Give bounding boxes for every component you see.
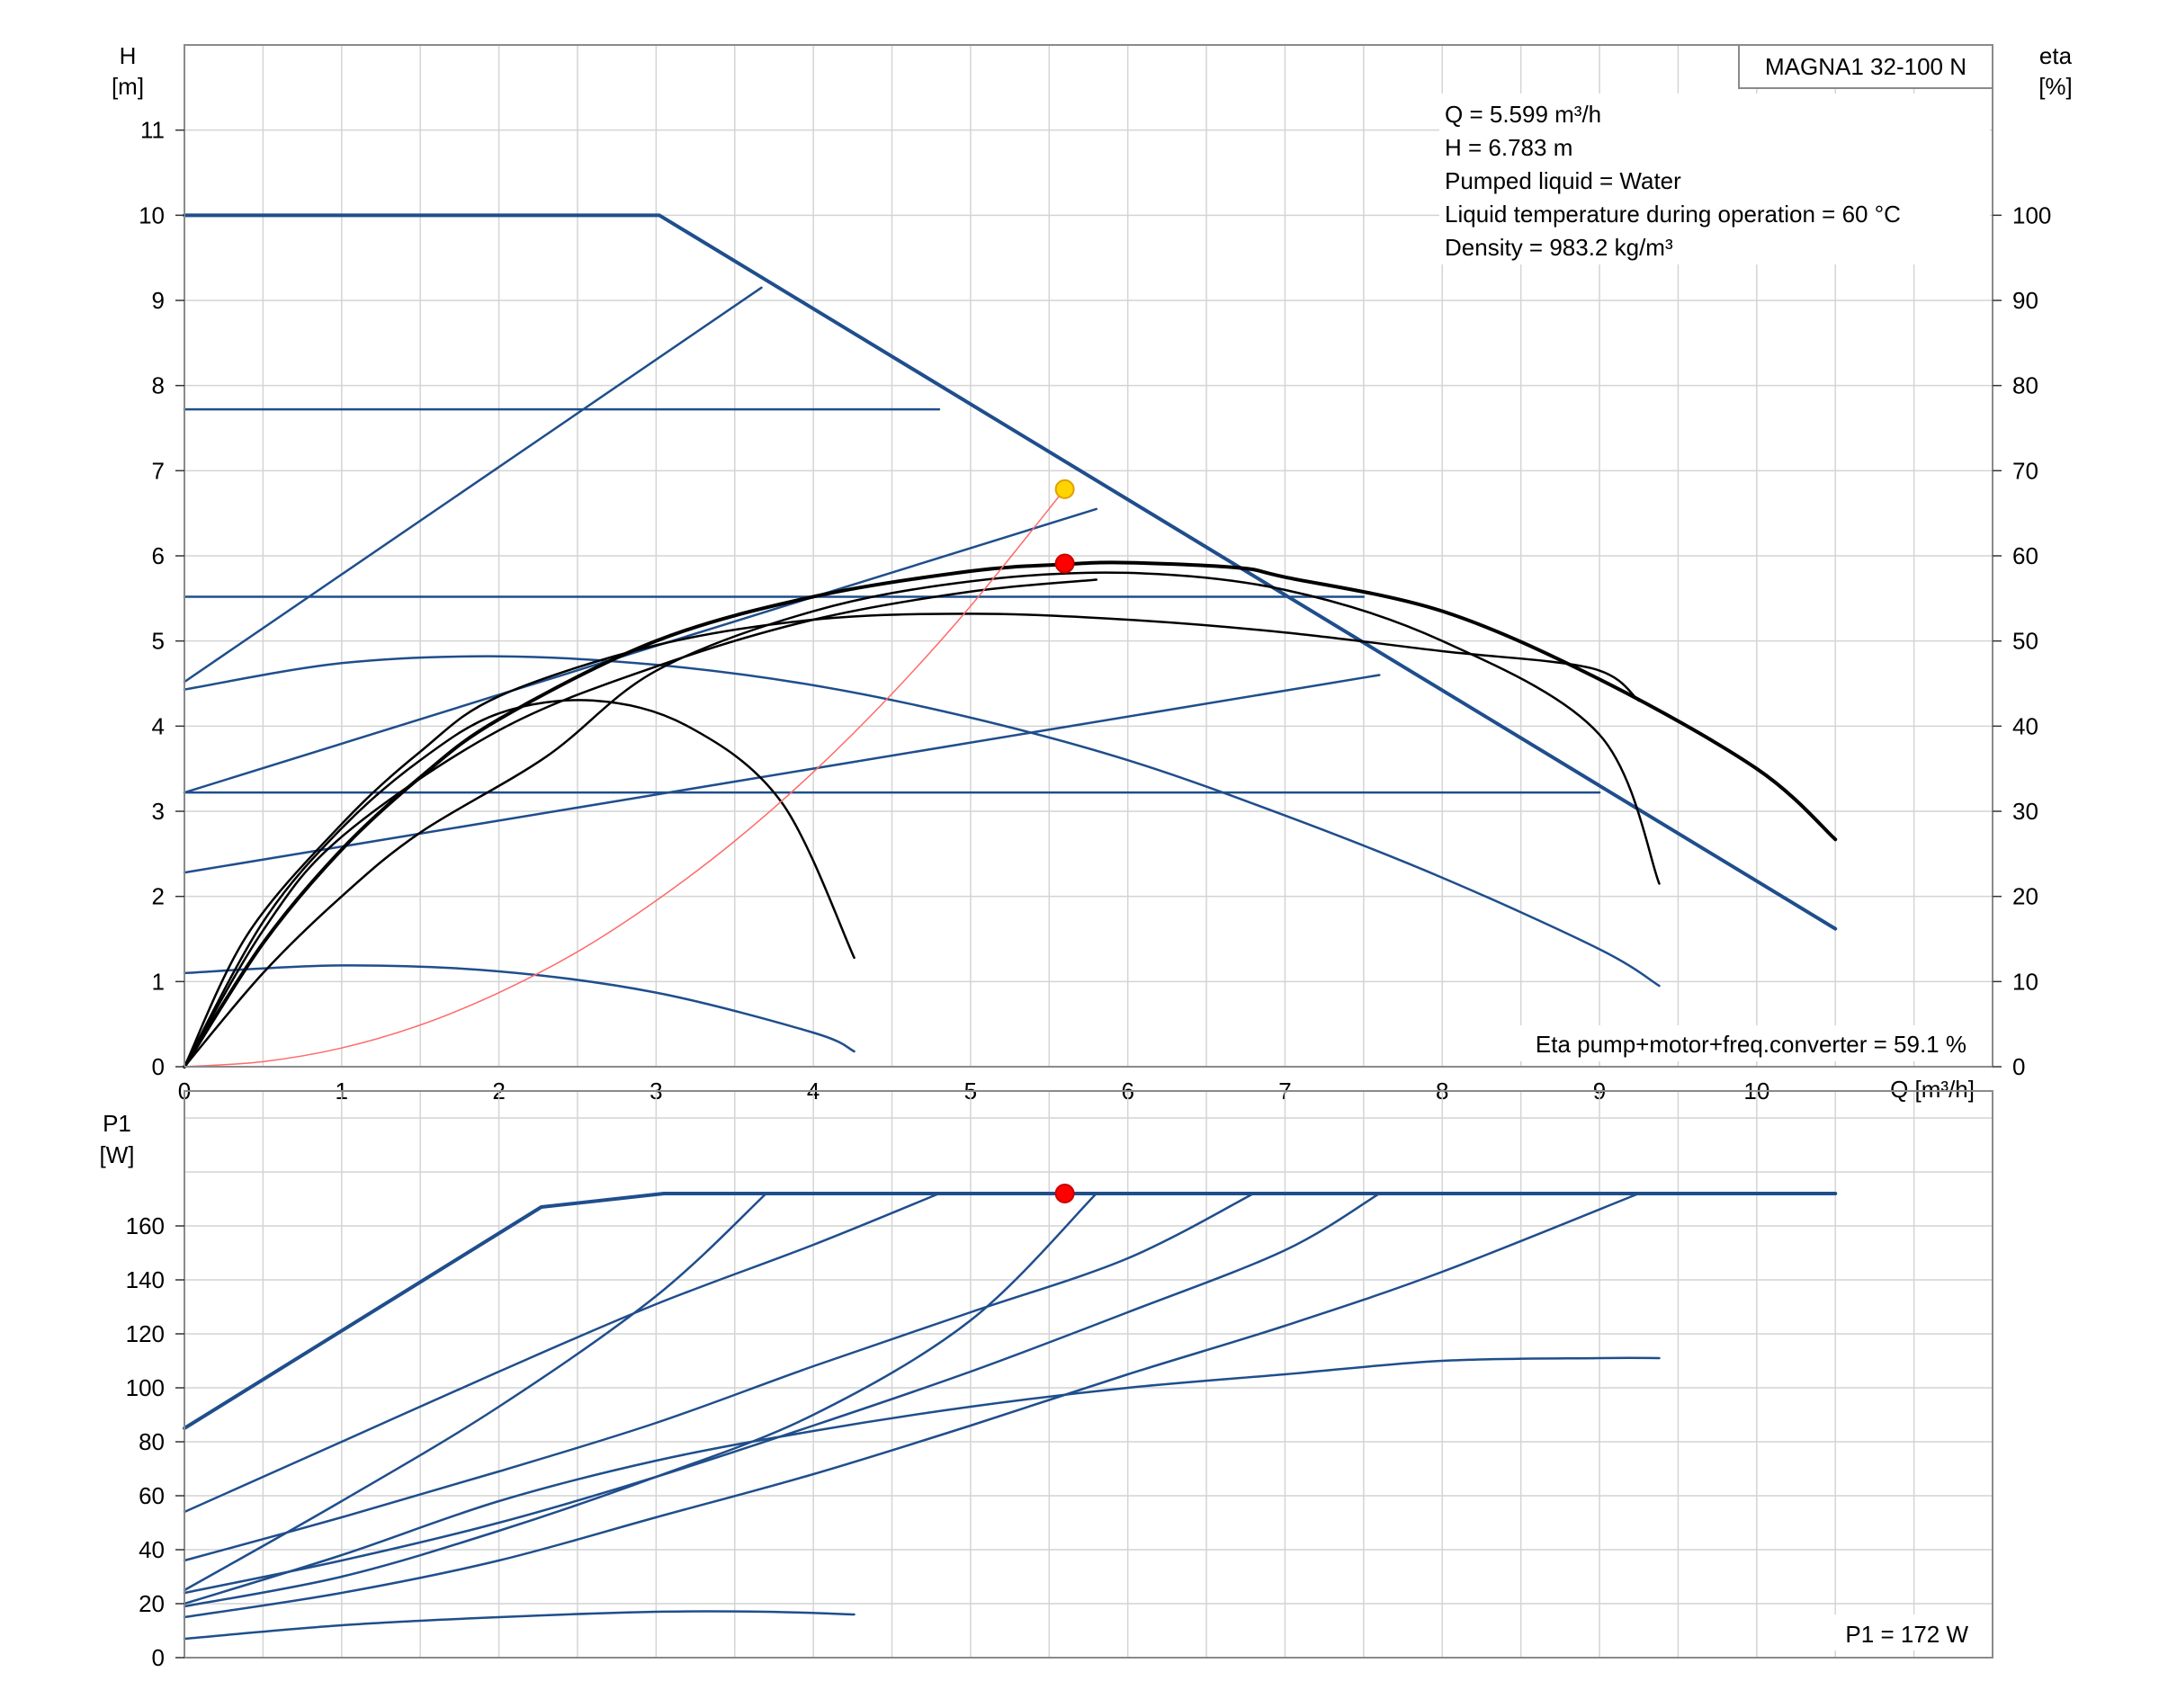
y-tick-label: 6 bbox=[152, 542, 165, 569]
eta-curve-11 bbox=[183, 613, 1640, 1069]
y-tick-label: 140 bbox=[126, 1266, 165, 1293]
y2-axis-unit-pct: [%] bbox=[2038, 73, 2073, 100]
y-tick-label: 80 bbox=[139, 1428, 165, 1455]
bottom-y-ticks: 0 20 40 60 80 100 120 140 160 bbox=[126, 1212, 184, 1671]
head-curve-4 bbox=[183, 286, 763, 684]
top-series bbox=[183, 213, 1838, 1069]
y2-tick-label: 100 bbox=[2012, 201, 2051, 228]
operating-point-info: Q = 5.599 m³/h H = 6.783 m Pumped liquid… bbox=[1439, 94, 1990, 264]
power-curve-2 bbox=[183, 1192, 941, 1514]
y2-tick-label: 90 bbox=[2012, 287, 2038, 314]
duty-point-eta-marker bbox=[1054, 553, 1075, 574]
info-head: H = 6.783 m bbox=[1445, 134, 1572, 161]
top-y2-ticks: 0 10 20 30 40 50 60 70 80 90 100 bbox=[1993, 201, 2051, 1080]
model-title-box: MAGNA1 32-100 N bbox=[1738, 44, 1993, 89]
duty-point-power-marker bbox=[1054, 1184, 1075, 1203]
top-markers bbox=[1054, 478, 1075, 574]
y2-tick-label: 10 bbox=[2012, 968, 2038, 995]
x-axis-label: Q [m³/h] bbox=[1890, 1076, 1975, 1103]
info-flow: Q = 5.599 m³/h bbox=[1445, 101, 1601, 128]
y-tick-label: 9 bbox=[152, 287, 165, 314]
y-tick-label: 10 bbox=[139, 201, 165, 228]
info-liquid: Pumped liquid = Water bbox=[1445, 167, 1681, 194]
y-tick-label: 0 bbox=[152, 1053, 165, 1080]
eta-curve-12 bbox=[183, 699, 856, 1069]
bottom-series bbox=[183, 1192, 1838, 1641]
y-tick-label: 3 bbox=[152, 798, 165, 825]
y-tick-label: 11 bbox=[140, 117, 165, 144]
eta-curve-13 bbox=[183, 578, 1097, 1069]
top-y-ticks: 0 1 2 3 4 5 6 7 8 9 10 11 bbox=[139, 117, 184, 1080]
head-curve-7 bbox=[183, 655, 1661, 988]
power-curve-6 bbox=[183, 1192, 1640, 1619]
power-curve-4 bbox=[183, 1192, 1255, 1562]
y-tick-label: 5 bbox=[152, 628, 165, 655]
y-axis-unit-m: [m] bbox=[112, 73, 144, 100]
power-curve-7 bbox=[183, 1356, 1661, 1605]
y-tick-label: 160 bbox=[126, 1212, 165, 1239]
info-temperature: Liquid temperature during operation = 60… bbox=[1445, 201, 1901, 228]
power-curve-3 bbox=[183, 1192, 1097, 1608]
bottom-plot-frame bbox=[184, 1090, 1993, 1659]
eta-curve-10 bbox=[183, 571, 1661, 1069]
eta-curve-9 bbox=[183, 560, 1838, 1069]
y-axis-unit-w: [W] bbox=[100, 1141, 135, 1168]
y-tick-label: 120 bbox=[126, 1320, 165, 1347]
y2-tick-label: 80 bbox=[2012, 372, 2038, 399]
y2-tick-label: 30 bbox=[2012, 798, 2038, 825]
y2-tick-label: 20 bbox=[2012, 883, 2038, 910]
bottom-grid bbox=[184, 1091, 1993, 1659]
y-axis-label-p1: P1 bbox=[103, 1110, 131, 1137]
y-tick-label: 20 bbox=[139, 1590, 165, 1617]
y-tick-label: 100 bbox=[126, 1374, 165, 1401]
power-curve-0 bbox=[183, 1192, 1838, 1430]
head-curve-6 bbox=[183, 674, 1381, 874]
y2-tick-label: 0 bbox=[2012, 1053, 2025, 1080]
y-tick-label: 40 bbox=[139, 1536, 165, 1563]
power-footer: P1 = 172 W bbox=[1808, 1614, 1979, 1650]
y2-tick-label: 60 bbox=[2012, 542, 2038, 569]
info-density: Density = 983.2 kg/m³ bbox=[1445, 234, 1673, 261]
y2-axis-label-eta: eta bbox=[2039, 42, 2073, 69]
head-curve-5 bbox=[183, 507, 1097, 794]
y-tick-label: 4 bbox=[152, 712, 165, 739]
power-curve-5 bbox=[183, 1192, 1381, 1595]
y-tick-label: 2 bbox=[152, 883, 165, 910]
power-curve-8 bbox=[183, 1610, 856, 1641]
y-tick-label: 60 bbox=[139, 1482, 165, 1509]
model-title: MAGNA1 32-100 N bbox=[1765, 53, 1966, 80]
power-chart: 0 20 40 60 80 100 120 140 160 P1 [W] P1 = 172 W bbox=[100, 1090, 1993, 1671]
system-curve-14 bbox=[184, 488, 1066, 1068]
y2-tick-label: 50 bbox=[2012, 628, 2038, 655]
y2-tick-label: 40 bbox=[2012, 712, 2038, 739]
y-axis-label-h: H bbox=[120, 42, 137, 69]
head-curve-0 bbox=[183, 213, 1838, 931]
bottom-markers bbox=[1054, 1184, 1075, 1203]
power-curve-1 bbox=[183, 1192, 767, 1592]
head-curve-8 bbox=[183, 964, 856, 1053]
y-tick-label: 8 bbox=[152, 372, 165, 399]
y-tick-label: 0 bbox=[152, 1644, 165, 1671]
power-footer-text: P1 = 172 W bbox=[1845, 1621, 1968, 1648]
y2-tick-label: 70 bbox=[2012, 457, 2038, 484]
y-tick-label: 1 bbox=[152, 968, 165, 995]
efficiency-footer-text: Eta pump+motor+freq.converter = 59.1 % bbox=[1536, 1031, 1966, 1058]
duty-point-head-marker bbox=[1054, 478, 1075, 499]
efficiency-footer: Eta pump+motor+freq.converter = 59.1 % bbox=[1468, 1025, 1975, 1061]
y-tick-label: 7 bbox=[152, 457, 165, 484]
